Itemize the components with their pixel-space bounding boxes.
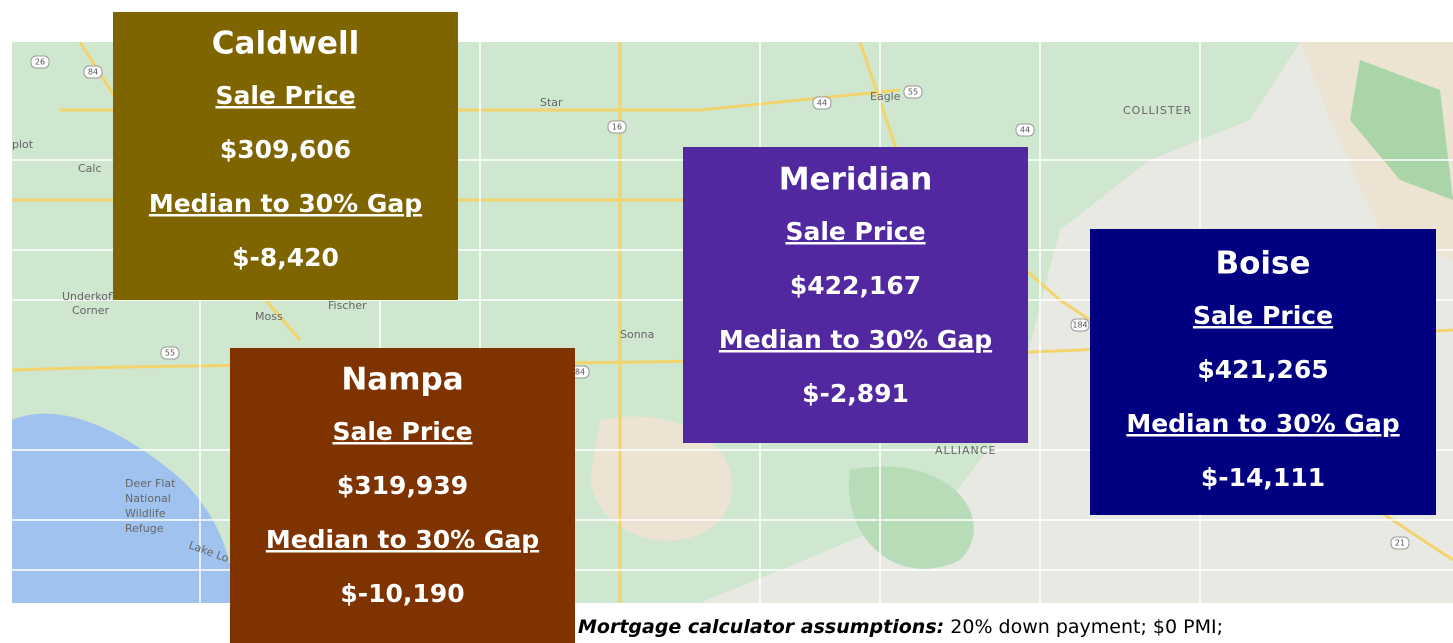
shield-number: 84	[575, 368, 585, 377]
price-label: Sale Price	[1193, 301, 1333, 330]
shield-number: 44	[817, 99, 827, 108]
dry-area	[590, 416, 733, 541]
footnote-lead: Mortgage calculator assumptions:	[578, 616, 944, 638]
map-label: Star	[540, 96, 563, 109]
footnote-text: 20% down payment; $0 PMI;	[944, 616, 1223, 638]
city-box: Nampa Sale Price $319,939 Median to 30% Gap…	[230, 348, 575, 643]
map-label: Eagle	[870, 90, 901, 103]
city-name: Nampa	[341, 362, 463, 398]
map-label: Refuge	[125, 522, 164, 535]
shield-number: 44	[1020, 126, 1030, 135]
map-label: COLLISTER	[1123, 104, 1192, 117]
shield-number: 55	[908, 88, 918, 97]
shield-number: 184	[1072, 321, 1087, 330]
gap-value: $-2,891	[802, 379, 909, 408]
price-label: Sale Price	[332, 417, 472, 446]
shield-badge	[903, 85, 923, 99]
shield-badge	[83, 65, 103, 79]
city-box: Boise Sale Price $421,265 Median to 30% Gap…	[1090, 229, 1436, 515]
map-label: Fischer	[328, 299, 367, 312]
shield-number: 16	[612, 123, 622, 132]
city-panel	[1090, 229, 1436, 515]
city-panel	[230, 348, 575, 643]
city-panel	[683, 147, 1028, 443]
map-label: ALLIANCE	[935, 444, 996, 457]
shield-number: 21	[1395, 539, 1405, 548]
shield-number: 26	[35, 58, 45, 67]
footnote: Mortgage calculator assumptions: 20% dow…	[578, 616, 1223, 638]
shield-number: 55	[165, 349, 175, 358]
price-value: $421,265	[1197, 355, 1328, 384]
shield-badge	[1015, 123, 1035, 137]
price-label: Sale Price	[785, 217, 925, 246]
shield-badge	[1070, 318, 1090, 332]
map-label: Corner	[72, 304, 109, 317]
map-label: Deer Flat	[125, 477, 176, 490]
shield-badge	[30, 55, 50, 69]
shield-number: 84	[88, 68, 98, 77]
map-labels: Star Eagle COLLISTER Calc plot Fischer Moss Son…	[12, 90, 1192, 565]
park	[1350, 60, 1453, 200]
map-label: Sonna	[620, 328, 654, 341]
shield-badge	[1390, 536, 1410, 550]
map-label: plot	[12, 138, 34, 151]
shield-badge	[160, 346, 180, 360]
price-value: $309,606	[220, 135, 351, 164]
gap-value: $-10,190	[340, 579, 464, 608]
gap-label: Median to 30% Gap	[266, 525, 539, 554]
map-label: Wildlife	[125, 507, 166, 520]
gap-label: Median to 30% Gap	[719, 325, 992, 354]
gap-label: Median to 30% Gap	[1126, 409, 1399, 438]
shield-badge	[607, 120, 627, 134]
price-label: Sale Price	[215, 81, 355, 110]
city-panel	[113, 12, 458, 300]
map-label: National	[125, 492, 171, 505]
city-box: Meridian Sale Price $422,167 Median to 30% …	[683, 147, 1028, 443]
city-boxes: Caldwell Sale Price $309,606 Median to 30% …	[113, 12, 1436, 643]
price-value: $319,939	[337, 471, 468, 500]
gap-value: $-14,111	[1201, 463, 1325, 492]
city-box: Caldwell Sale Price $309,606 Median to 30% …	[113, 12, 458, 300]
map-label: Calc	[78, 162, 102, 175]
shield-badge	[812, 96, 832, 110]
city-name: Meridian	[779, 162, 933, 198]
city-name: Boise	[1215, 246, 1310, 282]
gap-label: Median to 30% Gap	[149, 189, 422, 218]
road-shields: 26 84 44 55 16 44 184 84 55 21	[30, 55, 1410, 550]
gap-value: $-8,420	[232, 243, 339, 272]
map-label: Moss	[255, 310, 283, 323]
lake	[12, 413, 232, 603]
city-name: Caldwell	[212, 26, 359, 62]
price-value: $422,167	[790, 271, 921, 300]
